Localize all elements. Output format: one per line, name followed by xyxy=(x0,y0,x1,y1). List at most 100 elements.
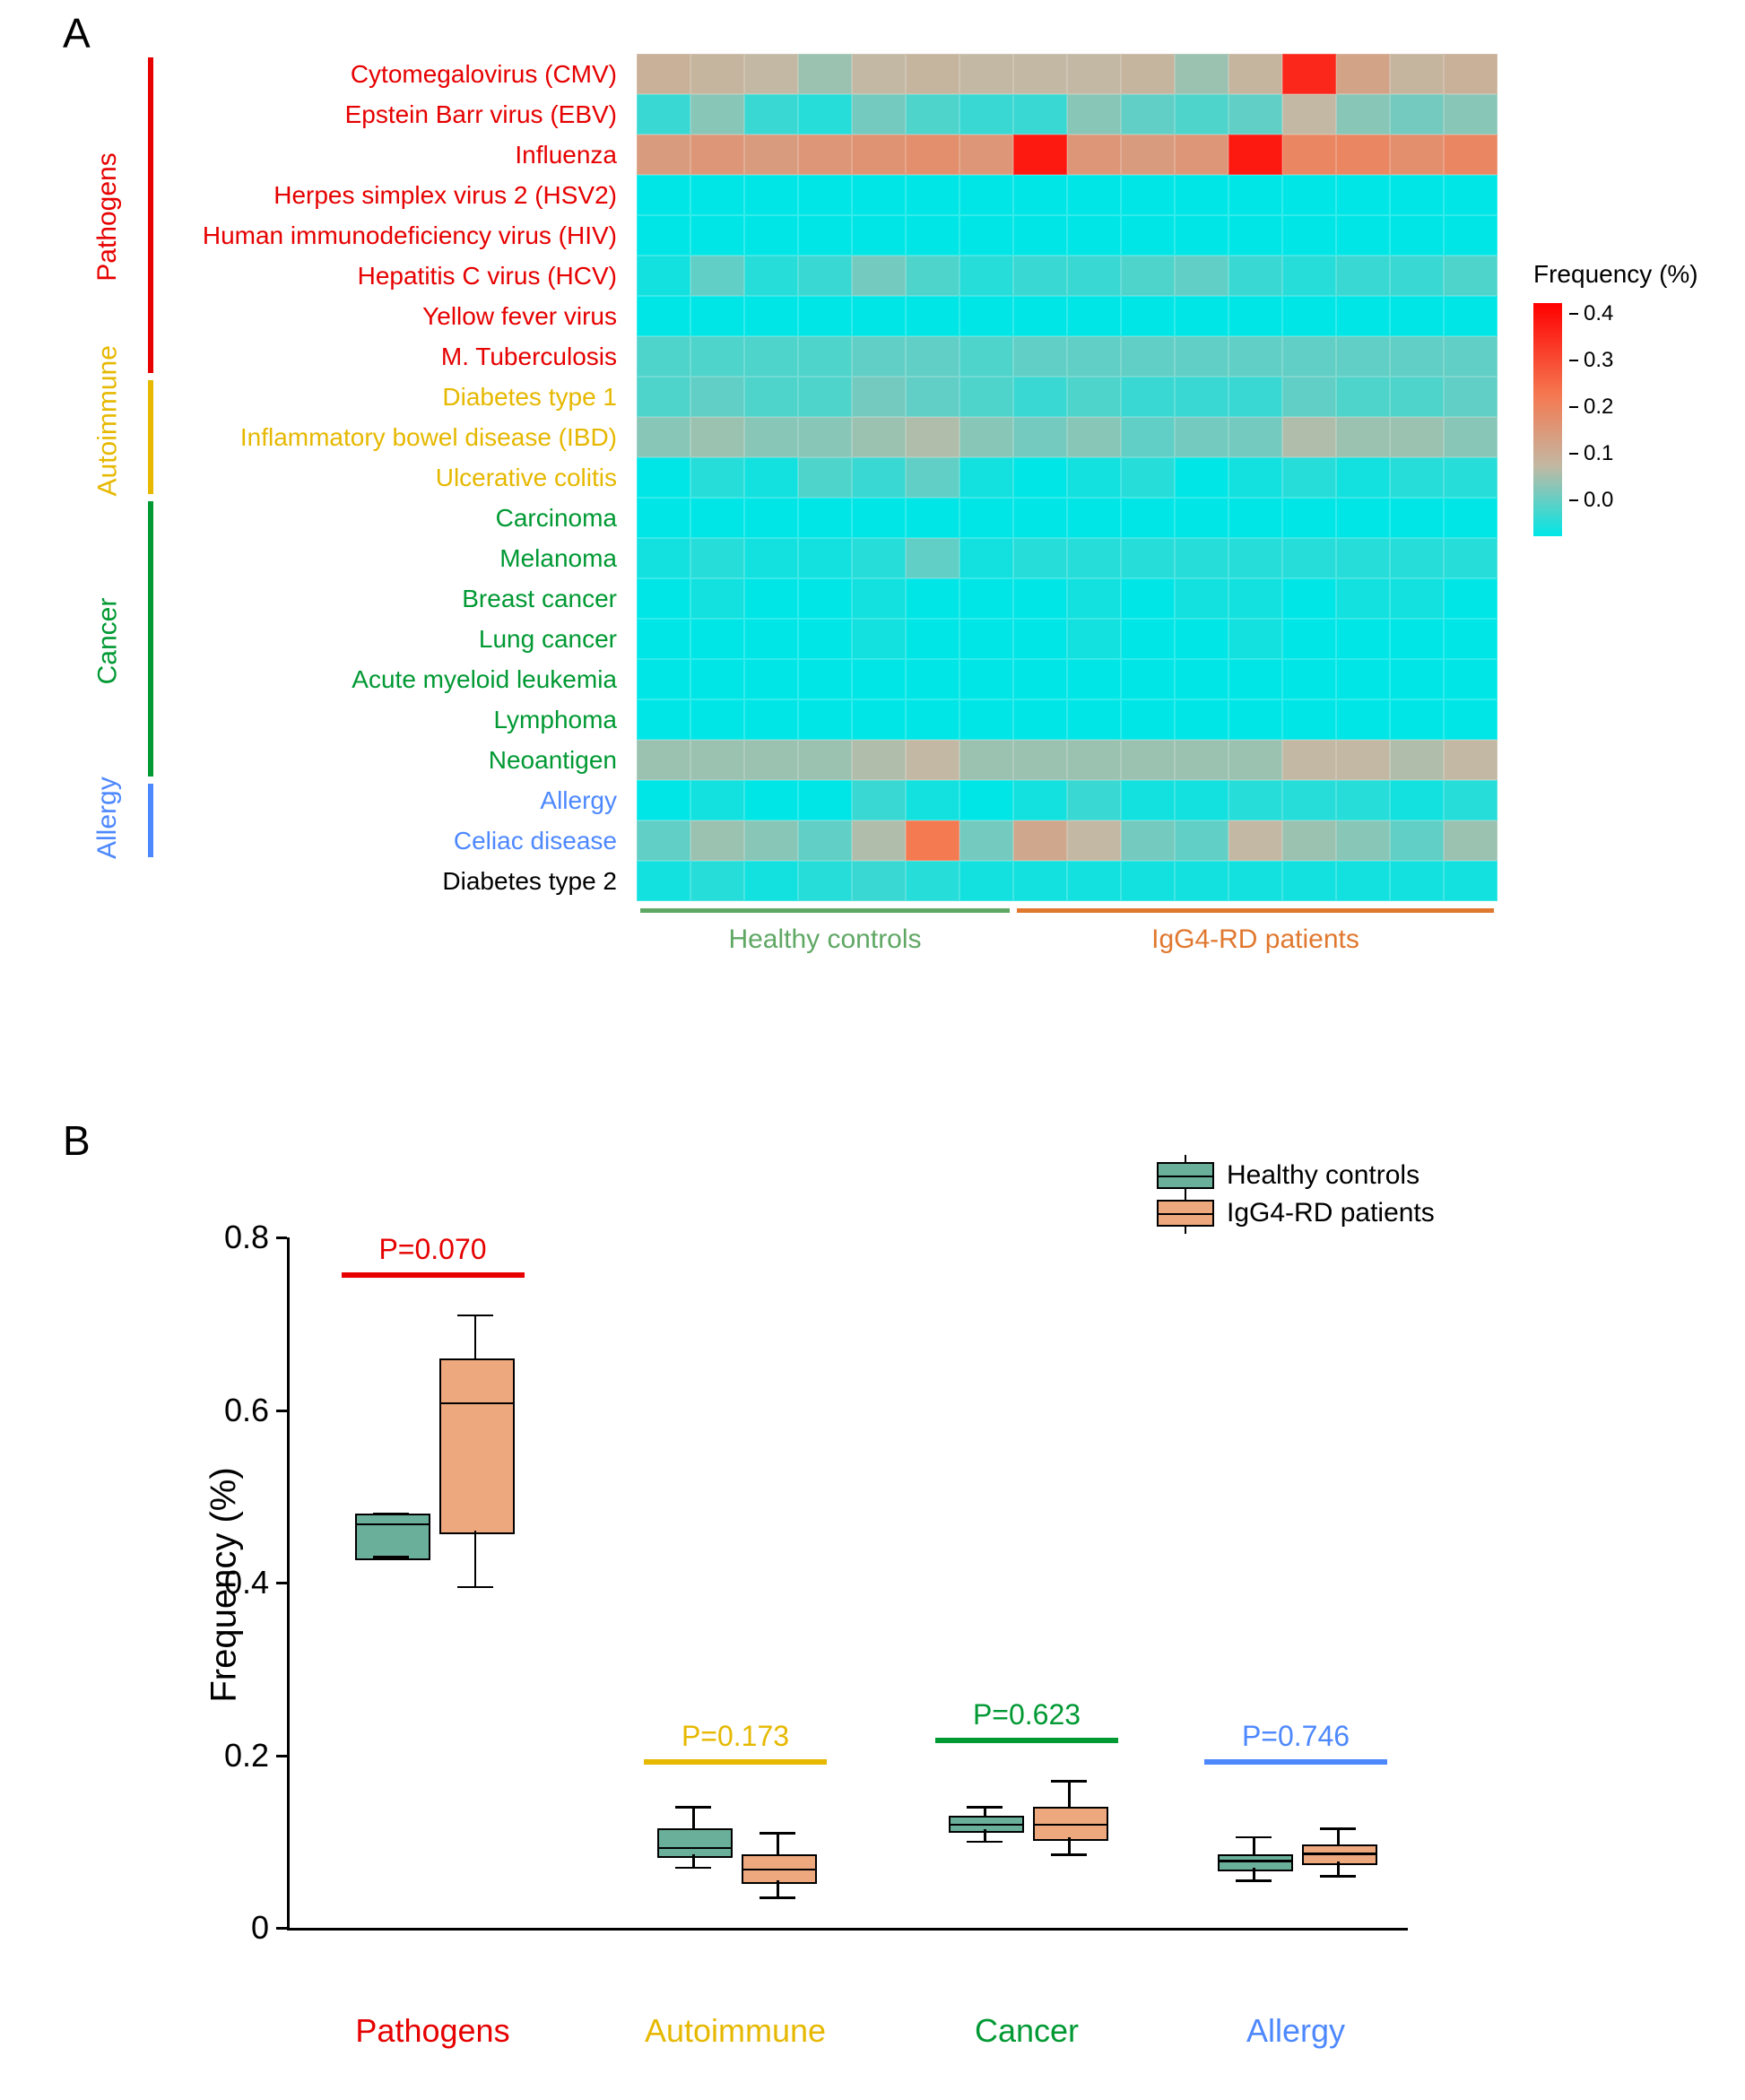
heatmap-cell xyxy=(959,336,1013,377)
heatmap-cell xyxy=(744,699,798,740)
heatmap-cell xyxy=(959,740,1013,780)
heatmap-cell xyxy=(852,861,906,901)
heatmap-cell xyxy=(1175,377,1228,417)
heatmap-cell xyxy=(1121,256,1175,296)
heatmap-cell xyxy=(1175,538,1228,578)
heatmap-cell xyxy=(1336,215,1390,256)
heatmap-cell xyxy=(1282,457,1336,498)
heatmap-cell xyxy=(1444,336,1498,377)
heatmap-cell xyxy=(1444,135,1498,175)
heatmap-cell xyxy=(637,498,690,538)
whisker xyxy=(373,1556,409,1558)
whisker xyxy=(675,1806,711,1809)
whisker xyxy=(760,1896,795,1899)
heatmap-cell xyxy=(1282,54,1336,94)
heatmap-cell xyxy=(1013,619,1067,659)
heatmap-cell xyxy=(798,215,852,256)
heatmap-cell xyxy=(1121,820,1175,861)
heatmap-legend-title: Frequency (%) xyxy=(1533,260,1745,289)
legend-hc-text: Healthy controls xyxy=(1227,1160,1419,1191)
heatmap-cell xyxy=(1121,54,1175,94)
heatmap-cell xyxy=(637,256,690,296)
heatmap-cell xyxy=(1013,296,1067,336)
heatmap-cell xyxy=(690,578,744,619)
heatmap-cell xyxy=(1336,780,1390,820)
heatmap-row xyxy=(637,417,1498,457)
legend-tick: 0.0 xyxy=(1569,488,1613,513)
heatmap-row xyxy=(637,498,1498,538)
heatmap-cell xyxy=(852,256,906,296)
heatmap-cell xyxy=(959,699,1013,740)
panel-b: Healthy controls IgG4-RD patients Freque… xyxy=(54,1148,1691,2044)
y-tick-label: 0 xyxy=(251,1909,269,1947)
heatmap-cell xyxy=(798,619,852,659)
category-label: Allergy xyxy=(92,785,123,859)
whisker xyxy=(474,1315,477,1358)
whisker xyxy=(967,1841,1003,1844)
heatmap-cell xyxy=(1390,619,1444,659)
heatmap-cell xyxy=(1444,780,1498,820)
heatmap-cell xyxy=(744,175,798,215)
heatmap-cell xyxy=(906,619,959,659)
heatmap-cell xyxy=(637,619,690,659)
heatmap-cell xyxy=(798,820,852,861)
heatmap-cell xyxy=(906,175,959,215)
heatmap-cell xyxy=(690,820,744,861)
heatmap-cell xyxy=(1013,135,1067,175)
heatmap-cell xyxy=(744,54,798,94)
heatmap-cell xyxy=(1067,377,1121,417)
heatmap-cell xyxy=(1336,538,1390,578)
heatmap-cell xyxy=(1067,578,1121,619)
group-label: Healthy controls xyxy=(640,924,1010,955)
legend-hc: Healthy controls xyxy=(1157,1157,1533,1194)
heatmap-cell xyxy=(959,417,1013,457)
heatmap-row-label: Diabetes type 2 xyxy=(161,861,628,901)
heatmap-cell xyxy=(1067,740,1121,780)
category-label: Pathogens xyxy=(92,59,123,375)
heatmap-cell xyxy=(1336,256,1390,296)
heatmap-cell xyxy=(637,820,690,861)
heatmap-cell xyxy=(1336,699,1390,740)
heatmap-cell xyxy=(1067,861,1121,901)
heatmap-cell xyxy=(906,780,959,820)
y-tick-label: 0.6 xyxy=(224,1392,269,1429)
pvalue-text: P=0.746 xyxy=(1242,1720,1350,1753)
heatmap-row-label: Hepatitis C virus (HCV) xyxy=(161,256,628,296)
heatmap-cell xyxy=(798,377,852,417)
y-axis xyxy=(287,1237,290,1928)
whisker xyxy=(1253,1868,1255,1880)
heatmap-cell xyxy=(637,457,690,498)
heatmap-cell xyxy=(852,336,906,377)
heatmap-cell xyxy=(1013,659,1067,699)
heatmap-cell xyxy=(906,296,959,336)
whisker xyxy=(1337,1828,1340,1844)
heatmap-cell xyxy=(1121,417,1175,457)
heatmap-cell xyxy=(1067,296,1121,336)
whisker xyxy=(1236,1836,1272,1839)
group-underline xyxy=(1017,908,1494,913)
heatmap-cell xyxy=(1390,296,1444,336)
heatmap-cell xyxy=(1390,417,1444,457)
heatmap-cell xyxy=(1444,578,1498,619)
heatmap-cell xyxy=(959,538,1013,578)
box xyxy=(1218,1854,1293,1870)
heatmap-cell xyxy=(690,296,744,336)
heatmap-cell xyxy=(1336,296,1390,336)
heatmap-cell xyxy=(1013,498,1067,538)
heatmap-cell xyxy=(1282,699,1336,740)
heatmap-row xyxy=(637,699,1498,740)
heatmap-row-label: Neoantigen xyxy=(161,740,628,780)
heatmap-row xyxy=(637,54,1498,94)
heatmap-cell xyxy=(637,377,690,417)
heatmap-cell xyxy=(744,538,798,578)
whisker xyxy=(1068,1837,1071,1854)
heatmap-cell xyxy=(690,336,744,377)
heatmap-cell xyxy=(852,377,906,417)
heatmap-cell xyxy=(1175,659,1228,699)
heatmap-cell xyxy=(1444,861,1498,901)
heatmap-cell xyxy=(1282,740,1336,780)
heatmap-cell xyxy=(906,336,959,377)
category-bar xyxy=(148,380,153,494)
heatmap-cell xyxy=(637,54,690,94)
heatmap-legend-colorbar xyxy=(1533,303,1562,536)
